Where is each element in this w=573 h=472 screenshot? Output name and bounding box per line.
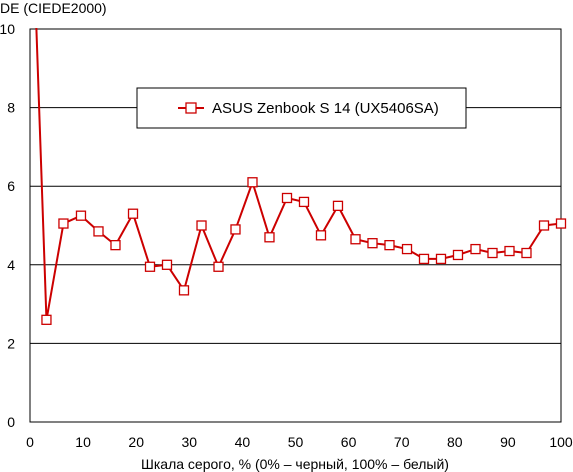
data-point-marker	[504, 245, 515, 257]
data-point-marker	[144, 261, 156, 272]
x-tick-label: 100	[549, 434, 573, 450]
x-tick-labels: 0 10 20 30 40 50 60 70 80 90 100	[26, 434, 573, 450]
data-point-marker	[58, 218, 69, 229]
data-point-marker	[161, 259, 173, 270]
y-tick-label: 6	[7, 178, 15, 194]
data-point-marker	[452, 249, 464, 261]
x-tick-label: 0	[26, 434, 34, 450]
y-tick-labels: 0 2 4 6 8 10	[0, 21, 15, 430]
legend: ASUS Zenbook S 14 (UX5406SA)	[136, 87, 467, 129]
data-point-marker	[521, 247, 532, 259]
data-point-marker	[127, 208, 139, 219]
data-point-marker	[555, 218, 567, 229]
x-tick-label: 60	[341, 434, 357, 450]
x-tick-label: 40	[235, 434, 251, 450]
y-tick-label: 8	[7, 100, 15, 116]
data-point-marker	[178, 285, 190, 296]
data-point-marker	[315, 230, 327, 241]
data-point-marker	[470, 243, 481, 255]
data-point-marker	[298, 196, 310, 208]
data-point-marker	[247, 177, 258, 188]
data-point-marker	[75, 210, 87, 221]
series-line	[35, 27, 562, 321]
legend-label: ASUS Zenbook S 14 (UX5406SA)	[212, 100, 439, 117]
y-tick-label: 10	[0, 21, 15, 37]
data-point-marker	[196, 220, 207, 231]
x-tick-label: 80	[447, 434, 463, 450]
x-tick-label: 50	[288, 434, 304, 450]
data-point-marker	[350, 234, 361, 245]
x-tick-label: 30	[182, 434, 198, 450]
x-axis-label: Шкала серого, % (0% – черный, 100% – бел…	[141, 456, 449, 472]
x-tick-label: 90	[500, 434, 516, 450]
y-tick-label: 0	[7, 414, 15, 430]
data-point-marker	[418, 253, 430, 265]
data-point-marker	[41, 314, 52, 325]
data-point-marker	[230, 224, 241, 235]
y-tick-label: 4	[7, 257, 15, 273]
data-point-marker	[487, 247, 498, 259]
x-tick-label: 70	[394, 434, 410, 450]
data-point-marker	[384, 239, 395, 251]
y-tick-label: 2	[7, 335, 15, 351]
data-point-marker	[367, 238, 378, 249]
data-point-marker	[401, 243, 413, 255]
legend-marker	[185, 102, 197, 114]
data-point-marker	[93, 226, 104, 237]
data-point-marker	[538, 220, 550, 231]
x-tick-label: 10	[75, 434, 91, 450]
data-point-marker	[281, 192, 293, 204]
data-point-marker	[332, 200, 344, 212]
series-layer	[35, 27, 567, 325]
data-point-marker	[264, 232, 275, 243]
x-tick-label: 20	[128, 434, 144, 450]
data-point-marker	[435, 253, 447, 265]
y-axis-label: DE (CIEDE2000)	[0, 0, 107, 16]
data-point-marker	[110, 239, 121, 251]
data-point-marker	[213, 261, 224, 272]
